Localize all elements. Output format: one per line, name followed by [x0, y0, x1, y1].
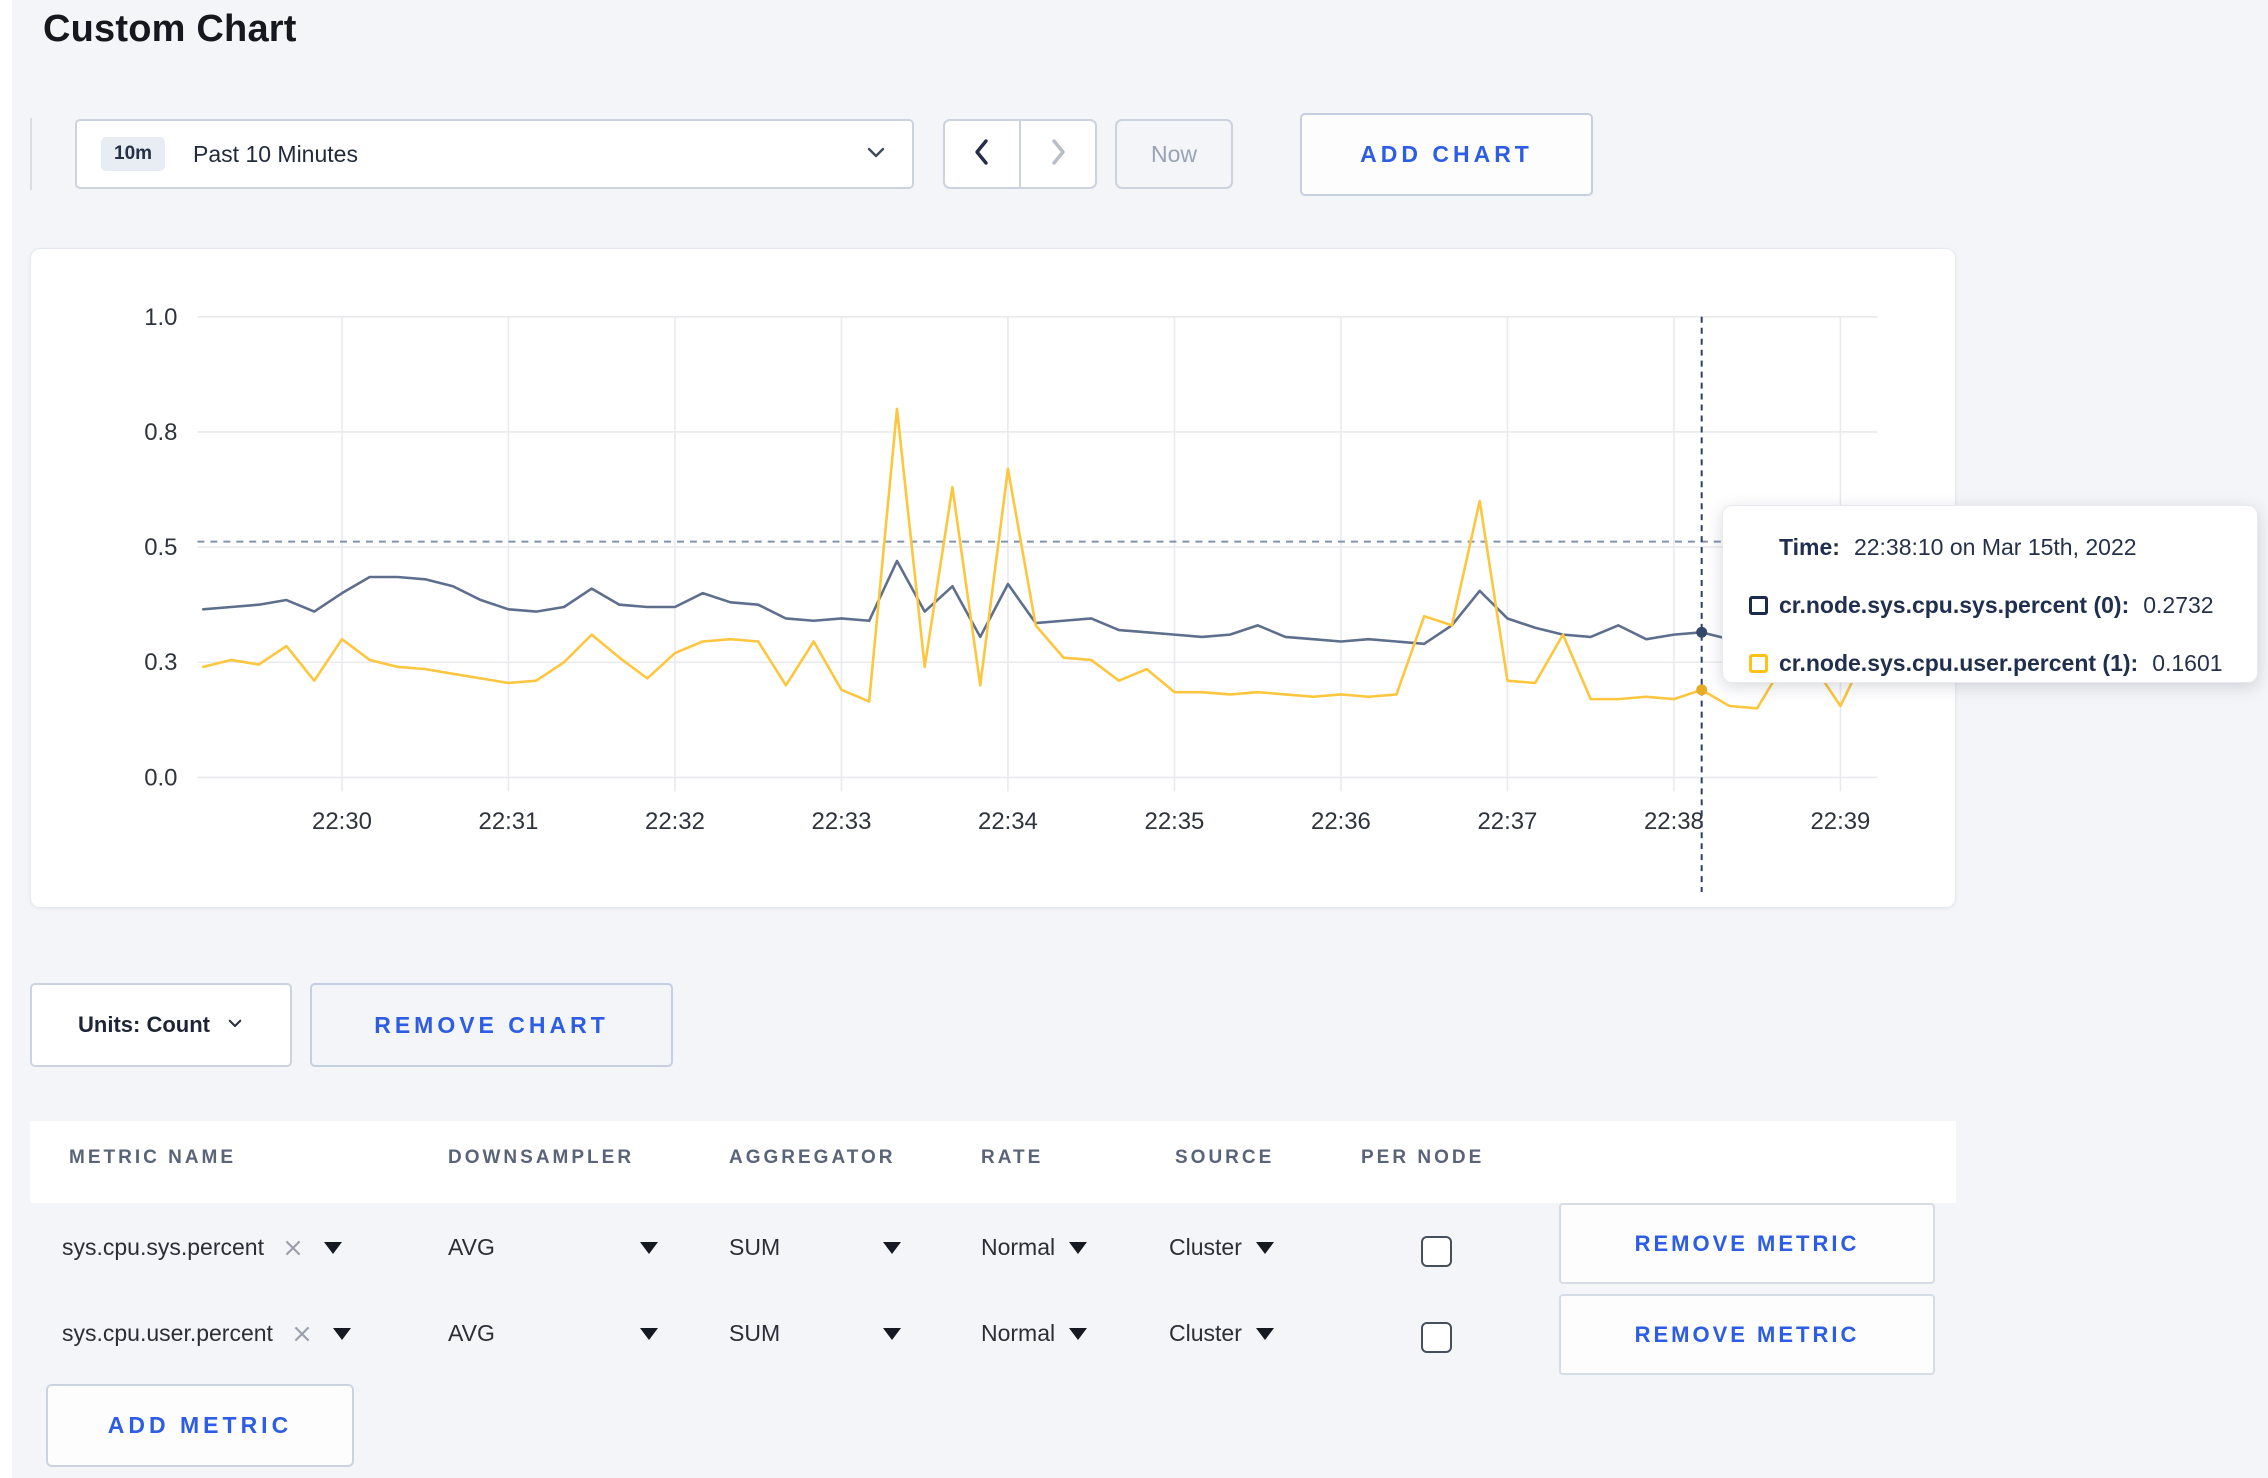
chevron-left-icon	[969, 137, 995, 172]
x-axis-tick-label: 22:37	[1478, 808, 1538, 835]
source-select[interactable]: Cluster	[1169, 1234, 1274, 1261]
page-title: Custom Chart	[43, 8, 297, 50]
x-axis-tick-label: 22:35	[1145, 808, 1205, 835]
dropdown-caret-icon	[883, 1241, 901, 1254]
chevron-right-icon	[1045, 137, 1071, 172]
column-header-per-node: PER NODE	[1361, 1147, 1485, 1168]
time-range-badge: 10m	[101, 137, 166, 171]
aggregator-value: SUM	[729, 1320, 781, 1346]
chevron-down-icon	[864, 140, 888, 169]
x-axis-tick-label: 22:31	[479, 808, 539, 835]
remove-chart-button[interactable]: REMOVE CHART	[310, 983, 673, 1067]
next-time-button[interactable]	[1021, 121, 1095, 187]
rate-select[interactable]: Normal	[981, 1234, 1088, 1261]
tooltip-time-value: 22:38:10 on Mar 15th, 2022	[1853, 533, 2137, 560]
downsampler-value: AVG	[448, 1320, 495, 1346]
column-header-aggregator: AGGREGATOR	[729, 1147, 896, 1168]
dropdown-caret-icon	[1069, 1241, 1088, 1254]
previous-time-button[interactable]	[945, 121, 1019, 187]
time-range-dropdown[interactable]: 10m Past 10 Minutes	[75, 119, 914, 189]
downsampler-select[interactable]: AVG	[448, 1234, 658, 1261]
units-label: Units: Count	[78, 1012, 210, 1037]
column-header-downsampler: DOWNSAMPLER	[448, 1147, 635, 1168]
remove-metric-button[interactable]: REMOVE METRIC	[1559, 1203, 1935, 1284]
metric-name-value: sys.cpu.sys.percent	[62, 1234, 264, 1260]
column-header-source: SOURCE	[1175, 1147, 1275, 1168]
page-left-gutter	[0, 0, 12, 1478]
x-axis-tick-label: 22:38	[1644, 808, 1704, 835]
per-node-checkbox[interactable]	[1421, 1236, 1452, 1267]
tooltip-series-label: cr.node.sys.cpu.sys.percent (0):	[1779, 591, 2130, 618]
time-pager	[943, 119, 1097, 189]
rate-value: Normal	[981, 1320, 1056, 1346]
toolbar-divider	[30, 118, 32, 190]
rate-value: Normal	[981, 1234, 1056, 1260]
dropdown-caret-icon	[883, 1327, 901, 1340]
metric-name-select[interactable]: sys.cpu.sys.percent	[62, 1234, 342, 1261]
tooltip-time-label: Time:	[1779, 533, 1840, 560]
source-value: Cluster	[1169, 1234, 1242, 1260]
source-value: Cluster	[1169, 1320, 1242, 1346]
tooltip-series-label: cr.node.sys.cpu.user.percent (1):	[1779, 649, 2139, 676]
chevron-down-icon	[226, 1012, 244, 1038]
time-series-chart-svg: 0.0 0.3 0.5 0.8 1.0 22:30 22:31 22:32 22:33 22:34…	[144, 304, 1878, 893]
y-axis-tick-label: 0.5	[144, 534, 177, 561]
time-range-label: Past 10 Minutes	[193, 140, 358, 167]
x-axis-tick-label: 22:33	[812, 808, 872, 835]
dropdown-caret-icon	[640, 1327, 658, 1340]
chart-card[interactable]: 0.0 0.3 0.5 0.8 1.0 22:30 22:31 22:32 22:33 22:34…	[30, 248, 1956, 908]
y-axis-tick-label: 0.3	[144, 649, 177, 676]
y-axis-tick-label: 0.8	[144, 419, 177, 446]
metric-name-value: sys.cpu.user.percent	[62, 1320, 273, 1346]
dropdown-caret-icon[interactable]	[332, 1327, 351, 1340]
y-axis-tick-label: 0.0	[144, 764, 177, 791]
downsampler-value: AVG	[448, 1234, 495, 1260]
remove-metric-button[interactable]: REMOVE METRIC	[1559, 1294, 1935, 1375]
series-line	[201, 407, 1870, 710]
per-node-checkbox[interactable]	[1421, 1322, 1452, 1353]
clear-metric-icon[interactable]	[291, 1323, 313, 1345]
dropdown-caret-icon	[640, 1241, 658, 1254]
x-axis-tick-label: 22:32	[645, 808, 705, 835]
x-axis-tick-label: 22:34	[978, 808, 1038, 835]
dropdown-caret-icon	[1069, 1327, 1088, 1340]
series-sys-swatch-icon	[1749, 595, 1768, 615]
metric-name-select[interactable]: sys.cpu.user.percent	[62, 1320, 351, 1347]
tooltip-time-row: Time: 22:38:10 on Mar 15th, 2022	[1749, 531, 2241, 563]
tooltip-series-value: 0.2732	[2143, 591, 2214, 618]
chart-hover-tooltip: Time: 22:38:10 on Mar 15th, 2022 cr.node…	[1722, 505, 2258, 683]
aggregator-select[interactable]: SUM	[729, 1320, 901, 1347]
add-chart-button[interactable]: ADD CHART	[1300, 113, 1593, 196]
rate-select[interactable]: Normal	[981, 1320, 1088, 1347]
tooltip-series-value: 0.1601	[2152, 649, 2223, 676]
metrics-table-header	[30, 1121, 1956, 1203]
column-header-rate: RATE	[981, 1147, 1044, 1168]
units-dropdown[interactable]: Units: Count	[30, 983, 292, 1067]
series-line	[201, 559, 1870, 659]
crosshair-marker-dot	[1696, 626, 1708, 638]
aggregator-value: SUM	[729, 1234, 781, 1260]
x-axis-tick-label: 22:39	[1811, 808, 1871, 835]
downsampler-select[interactable]: AVG	[448, 1320, 658, 1347]
column-header-metric-name: METRIC NAME	[69, 1147, 237, 1168]
dropdown-caret-icon	[1255, 1327, 1274, 1340]
clear-metric-icon[interactable]	[282, 1237, 304, 1259]
series-user-swatch-icon	[1749, 653, 1768, 673]
x-axis-tick-label: 22:36	[1311, 808, 1371, 835]
crosshair-marker-dot	[1696, 684, 1708, 696]
dropdown-caret-icon	[1255, 1241, 1274, 1254]
aggregator-select[interactable]: SUM	[729, 1234, 901, 1261]
tooltip-series-row: cr.node.sys.cpu.sys.percent (0): 0.2732	[1749, 589, 2241, 621]
now-button[interactable]: Now	[1115, 119, 1233, 189]
add-metric-button[interactable]: ADD METRIC	[46, 1384, 354, 1467]
x-axis-tick-label: 22:30	[312, 808, 372, 835]
pager-separator	[1019, 121, 1021, 187]
y-axis-tick-label: 1.0	[144, 304, 177, 331]
tooltip-series-row: cr.node.sys.cpu.user.percent (1): 0.1601	[1749, 647, 2241, 679]
dropdown-caret-icon[interactable]	[323, 1241, 342, 1254]
source-select[interactable]: Cluster	[1169, 1320, 1274, 1347]
